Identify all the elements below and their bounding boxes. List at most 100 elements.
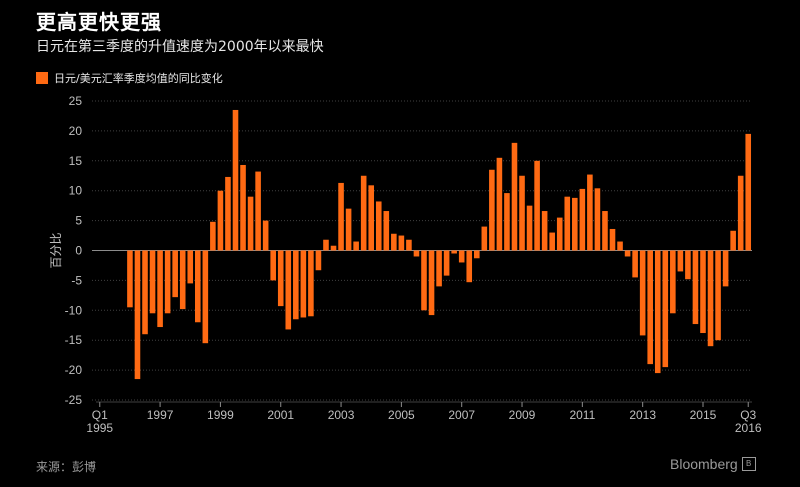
bar bbox=[617, 241, 623, 251]
legend: 日元/美元汇率季度均值的同比变化 bbox=[36, 70, 223, 86]
bar bbox=[187, 250, 194, 284]
y-tick-label: 25 bbox=[69, 94, 83, 108]
y-tick-label: -10 bbox=[65, 303, 83, 317]
bar bbox=[406, 239, 412, 251]
y-tick-label: 10 bbox=[69, 184, 83, 198]
bar bbox=[134, 250, 141, 380]
bar bbox=[375, 201, 382, 251]
bar bbox=[255, 171, 261, 251]
bar bbox=[670, 250, 676, 314]
bar bbox=[398, 235, 405, 251]
bar bbox=[722, 250, 729, 287]
bar bbox=[195, 250, 201, 323]
legend-label: 日元/美元汇率季度均值的同比变化 bbox=[54, 72, 223, 85]
y-tick-label: -5 bbox=[71, 273, 82, 287]
bar bbox=[436, 250, 442, 287]
bar bbox=[564, 196, 571, 251]
bar bbox=[579, 188, 586, 251]
x-tick-label: 2007 bbox=[448, 408, 475, 422]
bar bbox=[737, 175, 744, 251]
bar bbox=[572, 197, 578, 251]
bar bbox=[225, 176, 231, 251]
bar bbox=[262, 220, 269, 251]
bar bbox=[428, 250, 435, 316]
bar bbox=[496, 157, 503, 251]
bar bbox=[413, 250, 420, 257]
x-tick-label: Q3 bbox=[740, 408, 756, 422]
y-tick-label: 20 bbox=[69, 124, 83, 138]
bar bbox=[345, 208, 352, 251]
bar bbox=[602, 211, 608, 251]
bar bbox=[247, 196, 254, 251]
x-tick-label: 2013 bbox=[629, 408, 656, 422]
brand-name: Bloomberg bbox=[670, 456, 738, 472]
y-axis-label: 百分比 bbox=[49, 232, 63, 268]
bar bbox=[587, 174, 593, 251]
bar bbox=[481, 226, 488, 251]
bar bbox=[473, 250, 480, 259]
bar bbox=[240, 164, 246, 251]
y-tick-label: 15 bbox=[69, 154, 83, 168]
x-tick-label: 2001 bbox=[267, 408, 294, 422]
y-tick-label: -15 bbox=[65, 333, 83, 347]
x-tick-label: 2003 bbox=[328, 408, 355, 422]
bar bbox=[293, 250, 299, 320]
bar bbox=[654, 250, 661, 374]
bar bbox=[534, 160, 540, 251]
bar bbox=[353, 241, 359, 251]
bar bbox=[210, 221, 216, 251]
bar bbox=[142, 250, 148, 335]
bar bbox=[270, 250, 276, 281]
bar bbox=[330, 245, 337, 251]
bar bbox=[730, 230, 736, 251]
bar bbox=[541, 211, 548, 251]
bar bbox=[632, 250, 638, 278]
x-tick-sublabel: 2016 bbox=[735, 421, 762, 435]
y-tick-label: -20 bbox=[65, 363, 83, 377]
bar bbox=[308, 250, 314, 317]
legend-swatch bbox=[36, 72, 48, 84]
bar bbox=[127, 250, 133, 308]
x-tick-label: 1999 bbox=[207, 408, 234, 422]
x-tick-label: Q1 bbox=[92, 408, 108, 422]
bar bbox=[662, 250, 669, 368]
bar bbox=[300, 250, 307, 318]
bar bbox=[421, 250, 427, 311]
chart-title: 更高更快更强 bbox=[36, 10, 162, 34]
bar bbox=[609, 228, 616, 251]
bar bbox=[285, 250, 292, 330]
bar bbox=[323, 239, 329, 251]
bar bbox=[700, 250, 706, 334]
source-note: 来源：彭博 bbox=[36, 460, 97, 474]
bar bbox=[443, 250, 450, 276]
y-tick-label: 0 bbox=[75, 244, 82, 258]
bar bbox=[511, 142, 518, 251]
bar bbox=[715, 250, 721, 341]
bar bbox=[526, 205, 533, 251]
x-tick-sublabel: 1995 bbox=[86, 421, 113, 435]
x-tick-label: 1997 bbox=[147, 408, 174, 422]
x-tick-label: 2015 bbox=[690, 408, 717, 422]
bar bbox=[707, 250, 714, 347]
bar bbox=[466, 250, 473, 283]
bar bbox=[504, 193, 510, 251]
x-tick-label: 2009 bbox=[509, 408, 536, 422]
bar bbox=[338, 182, 344, 251]
bar bbox=[179, 250, 186, 310]
bar bbox=[745, 133, 752, 251]
x-tick-label: 2011 bbox=[569, 408, 595, 422]
bar bbox=[458, 250, 465, 263]
bar bbox=[149, 250, 156, 314]
bar bbox=[685, 250, 691, 280]
bar bbox=[383, 211, 390, 251]
bar bbox=[639, 250, 646, 336]
bar bbox=[157, 250, 163, 328]
bar bbox=[315, 250, 322, 271]
bar bbox=[677, 250, 684, 272]
bloomberg-logo-icon: B bbox=[741, 457, 756, 471]
bar bbox=[594, 188, 601, 251]
bar bbox=[692, 250, 699, 325]
chart-subtitle: 日元在第三季度的升值速度为2000年以来最快 bbox=[36, 39, 324, 55]
bar bbox=[519, 175, 525, 251]
